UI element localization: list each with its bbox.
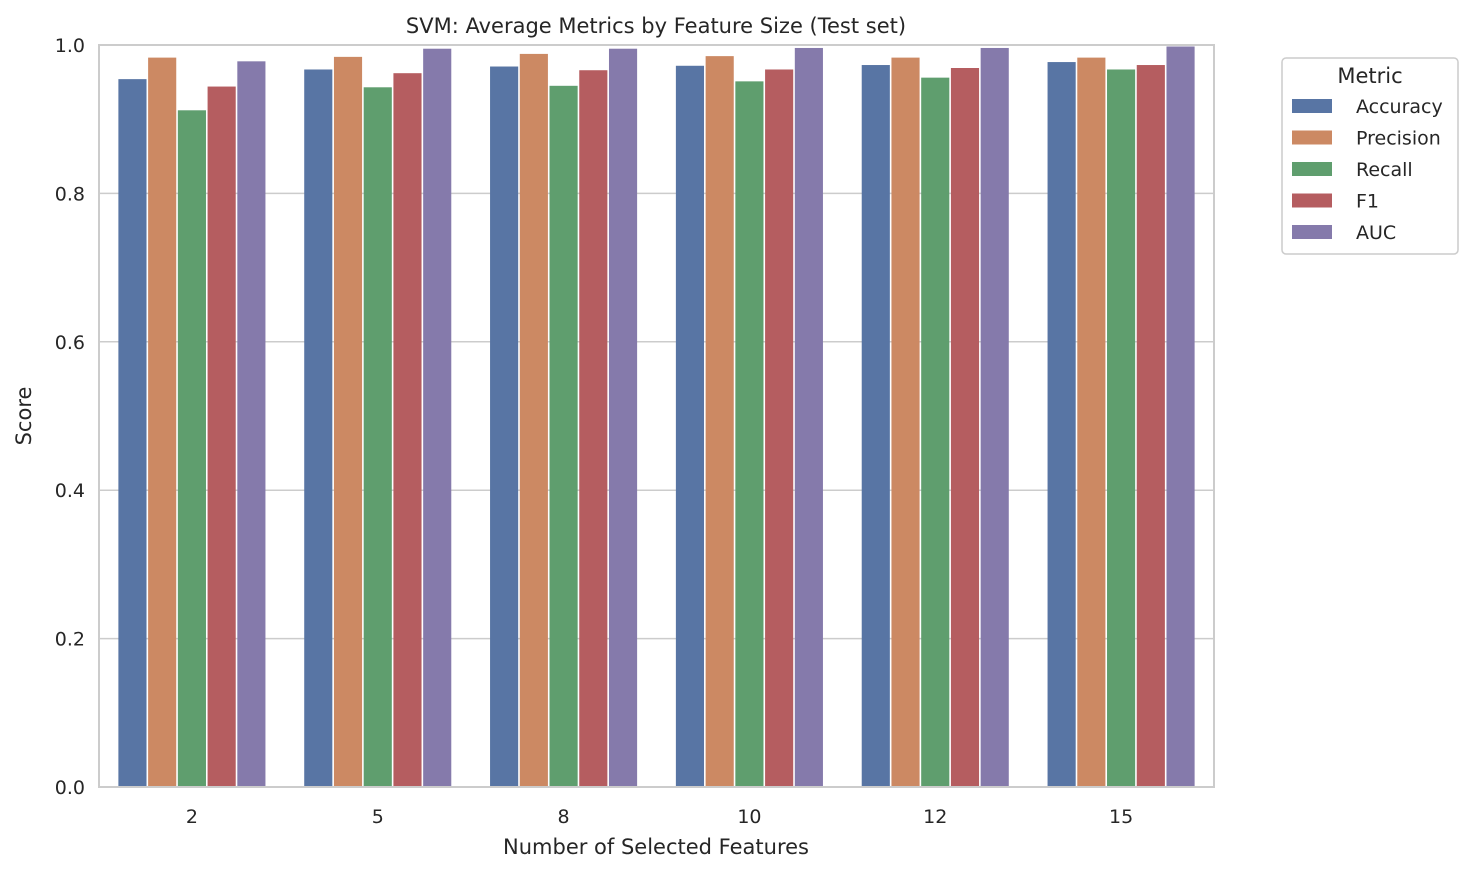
- legend-label-precision: Precision: [1356, 128, 1441, 150]
- legend-label-accuracy: Accuracy: [1356, 96, 1443, 118]
- bar-precision-10: [705, 56, 734, 787]
- y-axis-ticks: 0.0 0.2 0.4 0.6 0.8 1.0: [55, 35, 85, 799]
- plot-frame: [98, 44, 1215, 788]
- legend-swatch-recall: [1292, 162, 1332, 176]
- bar-auc-15: [1166, 46, 1195, 787]
- legend-swatch-precision: [1292, 130, 1332, 145]
- x-axis-ticks: 2 5 8 10 12 15: [186, 806, 1133, 828]
- bar-f1-12: [950, 68, 980, 787]
- y-tick-label: 1.0: [55, 35, 85, 57]
- bar-recall-2: [177, 110, 206, 787]
- legend: Metric Accuracy Precision Recall F1 AUC: [1281, 57, 1459, 255]
- bar-precision-5: [333, 56, 363, 787]
- bar-precision-15: [1077, 57, 1106, 787]
- legend-title: Metric: [1337, 64, 1402, 88]
- x-tick-label: 12: [923, 806, 947, 828]
- bar-f1-10: [765, 69, 794, 787]
- bar-f1-2: [207, 86, 236, 787]
- bar-recall-5: [363, 87, 392, 787]
- x-tick-label: 2: [186, 806, 198, 828]
- gridlines: [99, 44, 1214, 788]
- legend-label-f1: F1: [1356, 191, 1379, 213]
- bar-accuracy-8: [490, 66, 519, 787]
- chart-title: SVM: Average Metrics by Feature Size (Te…: [406, 14, 906, 38]
- legend-swatch-f1: [1292, 193, 1332, 208]
- bar-f1-8: [579, 70, 608, 787]
- bar-accuracy-10: [675, 65, 705, 787]
- bar-precision-8: [519, 53, 548, 788]
- bar-accuracy-2: [118, 79, 147, 787]
- bar-precision-12: [891, 57, 920, 787]
- bar-f1-15: [1136, 65, 1165, 787]
- bar-recall-8: [549, 85, 578, 787]
- bar-auc-2: [237, 61, 266, 788]
- bar-recall-15: [1107, 69, 1136, 787]
- bar-auc-8: [608, 48, 638, 787]
- legend-swatch-accuracy: [1292, 99, 1332, 113]
- y-tick-label: 0.4: [55, 480, 85, 502]
- bar-recall-12: [921, 77, 950, 787]
- legend-swatch-auc: [1292, 225, 1332, 239]
- bar-f1-5: [393, 73, 422, 788]
- bar-accuracy-12: [861, 65, 890, 787]
- x-tick-label: 10: [737, 806, 761, 828]
- bar-accuracy-15: [1047, 62, 1076, 788]
- y-tick-label: 0.8: [55, 183, 85, 205]
- bar-accuracy-5: [304, 69, 333, 787]
- y-tick-label: 0.0: [55, 777, 85, 799]
- y-axis-label: Score: [12, 387, 36, 446]
- x-tick-label: 8: [558, 806, 570, 828]
- x-axis-label: Number of Selected Features: [503, 835, 809, 859]
- bar-auc-10: [794, 47, 823, 787]
- legend-label-recall: Recall: [1356, 159, 1413, 181]
- legend-label-auc: AUC: [1356, 222, 1396, 244]
- bars: [118, 46, 1195, 788]
- bar-recall-10: [735, 81, 764, 787]
- y-tick-label: 0.2: [55, 629, 85, 651]
- x-tick-label: 15: [1109, 806, 1133, 828]
- bar-precision-2: [148, 57, 177, 787]
- y-tick-label: 0.6: [55, 332, 85, 354]
- bar-auc-5: [423, 48, 452, 787]
- x-tick-label: 5: [372, 806, 384, 828]
- bar-auc-12: [980, 47, 1009, 787]
